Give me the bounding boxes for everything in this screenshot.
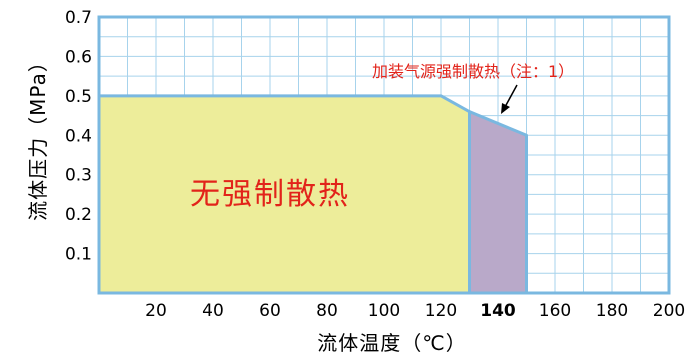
x-tick-label: 200 [653,301,685,321]
x-tick-label: 80 [316,301,338,321]
region-label-no-forced-cooling: 无强制散热 [190,177,350,212]
annotation-forced-cooling: 加装气源强制散热（注：1） [372,62,574,81]
plot-frame [97,15,671,295]
y-tick-label: 0.5 [65,87,92,107]
x-tick-label: 100 [368,301,400,321]
x-tick-label: 180 [596,301,628,321]
x-tick-label: 160 [539,301,571,321]
y-tick-label: 0.2 [65,205,92,225]
y-tick-label: 0.4 [65,126,92,146]
x-tick-label: 20 [145,301,167,321]
annotation-arrow [501,84,518,114]
y-tick-labels: 0.1 0.2 0.3 0.4 0.5 0.6 0.7 [65,8,92,265]
x-axis-title: 流体温度（℃） [317,331,466,355]
y-tick-label: 0.3 [65,166,92,186]
region-forced-cooling [468,110,528,295]
y-axis-title: 流体压力（MPa） [26,51,50,221]
y-tick-label: 0.7 [65,8,92,28]
x-tick-label: 120 [425,301,457,321]
x-tick-label: 60 [259,301,281,321]
x-tick-label: 40 [202,301,224,321]
y-tick-label: 0.6 [65,47,92,67]
regions [97,94,528,295]
x-tick-label: 140 [480,301,516,321]
y-tick-label: 0.1 [65,245,92,265]
x-tick-labels: 20 40 60 80 100 120 140 160 180 200 [145,301,685,321]
